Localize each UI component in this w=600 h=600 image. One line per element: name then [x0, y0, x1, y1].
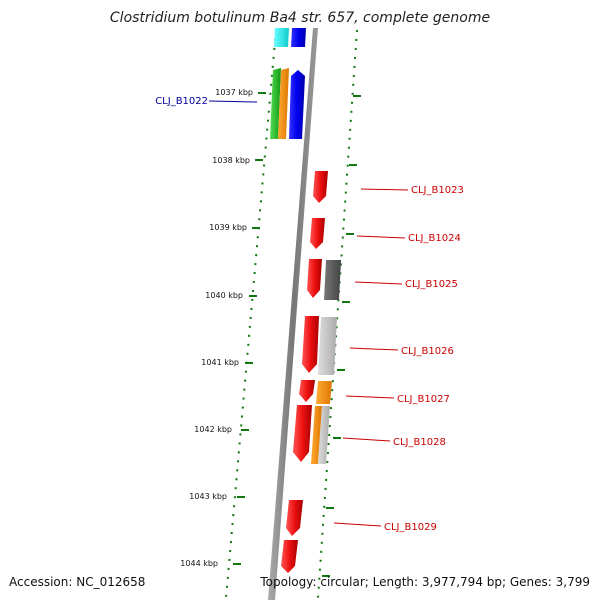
- genome-backbone: [268, 28, 318, 600]
- left-dotted-ring: [225, 29, 277, 599]
- tick-label: 1041 kbp: [201, 358, 239, 367]
- gene-CLJ_B1025[interactable]: [307, 259, 322, 298]
- gene-label[interactable]: CLJ_B1029: [384, 522, 437, 533]
- tick-label: 1038 kbp: [212, 156, 250, 165]
- gene-dark-gray[interactable]: [324, 260, 341, 300]
- topology-text: Topology: circular; Length: 3,977,794 bp…: [259, 575, 590, 589]
- gene-label[interactable]: CLJ_B1026: [401, 346, 454, 357]
- gene-blue[interactable]: [291, 28, 306, 47]
- right-dotted-ring: [317, 29, 358, 599]
- leader-line-CLJ_B1029: [333, 522, 382, 527]
- map-title: Clostridium botulinum Ba4 str. 657, comp…: [110, 10, 490, 26]
- gene-CLJ_B1027[interactable]: [299, 380, 315, 402]
- leader-line-CLJ_B1023: [360, 188, 409, 191]
- tick-label: 1043 kbp: [189, 492, 227, 501]
- gene-red-bottom[interactable]: [281, 540, 298, 573]
- tick-label: 1040 kbp: [205, 291, 243, 300]
- gene-CLJ_B1028[interactable]: [293, 405, 312, 462]
- gene-cyan[interactable]: [274, 28, 289, 47]
- gene-CLJ_B1026[interactable]: [302, 316, 319, 373]
- tick-label: 1044 kbp: [180, 559, 218, 568]
- gene-CLJ_B1023[interactable]: [313, 171, 328, 203]
- gene-orange-2[interactable]: [316, 381, 332, 404]
- gene-label[interactable]: CLJ_B1024: [408, 233, 461, 244]
- leader-line-CLJ_B1028: [342, 437, 391, 442]
- left-tick-marks: [233, 92, 266, 565]
- gene-CLJ_B1029[interactable]: [286, 500, 303, 536]
- gene-label[interactable]: CLJ_B1023: [411, 185, 464, 196]
- tick-label: 1037 kbp: [215, 88, 253, 97]
- accession-text: Accession: NC_012658: [9, 575, 145, 589]
- right-tick-marks: [322, 95, 361, 577]
- gene-label[interactable]: CLJ_B1028: [393, 437, 446, 448]
- leader-line-CLJ_B1022: [208, 100, 258, 103]
- gene-label[interactable]: CLJ_B1027: [397, 394, 450, 405]
- gene-label[interactable]: CLJ_B1025: [405, 279, 458, 290]
- gene-CLJ_B1024[interactable]: [310, 218, 325, 249]
- leader-line-CLJ_B1025: [354, 281, 403, 285]
- tick-label: 1039 kbp: [209, 223, 247, 232]
- gene-light-gray-2[interactable]: [318, 406, 330, 464]
- leader-line-CLJ_B1026: [349, 347, 399, 351]
- leader-line-CLJ_B1024: [356, 235, 406, 239]
- gene-green[interactable]: [270, 68, 281, 139]
- gene-orange-3[interactable]: [311, 406, 322, 464]
- gene-label[interactable]: CLJ_B1022: [155, 96, 208, 107]
- gene-CLJ_B1022[interactable]: [289, 70, 305, 139]
- gene-light-gray[interactable]: [318, 317, 337, 375]
- leader-line-CLJ_B1027: [345, 395, 395, 399]
- gene-orange[interactable]: [278, 68, 289, 139]
- tick-label: 1042 kbp: [194, 425, 232, 434]
